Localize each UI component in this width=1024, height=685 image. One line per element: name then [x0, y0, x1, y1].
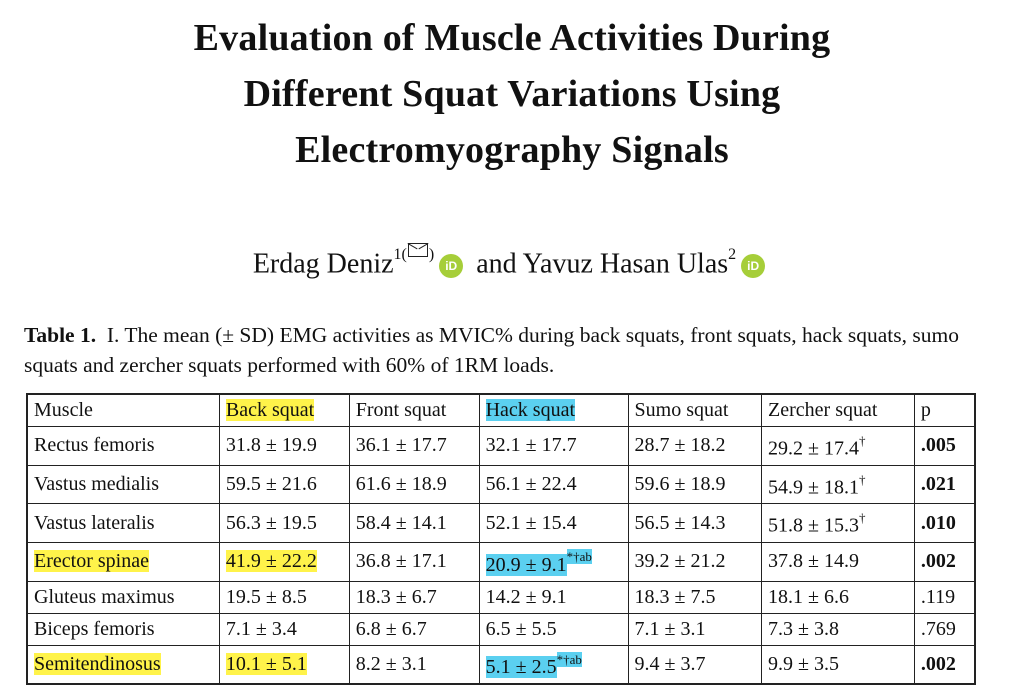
- author-connector: and: [476, 248, 517, 280]
- cell-sumo-squat: 9.4 ± 3.7: [627, 644, 763, 685]
- table-label: Table 1.: [24, 323, 97, 347]
- cell-zercher-squat: 7.3 ± 3.8: [761, 612, 915, 646]
- table-row: Vastus medialis 59.5 ± 21.6 61.6 ± 18.9 56.…: [26, 464, 976, 505]
- emg-table: Muscle Back squat Front squat Hack squat…: [26, 393, 976, 685]
- title-line-2: Different Squat Variations Using: [243, 73, 781, 115]
- cell-sumo-squat: 56.5 ± 14.3: [627, 503, 763, 543]
- table-caption: Table 1. I. The mean (± SD) EMG activiti…: [24, 320, 1004, 380]
- cell-p-value: .021: [913, 464, 976, 505]
- cell-p-value: .002: [913, 644, 976, 685]
- orcid-icon[interactable]: iD: [741, 253, 766, 278]
- cell-hack-squat: 6.5 ± 5.5: [478, 612, 629, 646]
- author-2-affiliation: 2: [728, 246, 737, 263]
- cell-p-value: .769: [913, 612, 976, 646]
- col-header-sumo-squat: Sumo squat: [627, 393, 763, 427]
- cell-hack-squat: 14.2 ± 9.1: [478, 580, 629, 614]
- table-caption-text: I. The mean (± SD) EMG activities as MVI…: [24, 323, 959, 377]
- title-line-3: Electromyography Signals: [295, 129, 729, 171]
- cell-zercher-squat: 37.8 ± 14.9: [761, 541, 915, 582]
- cell-p-value: .002: [913, 541, 976, 582]
- cell-front-squat: 36.1 ± 17.7: [348, 426, 480, 466]
- cell-front-squat: 36.8 ± 17.1: [348, 541, 480, 582]
- cell-back-squat: 7.1 ± 3.4: [218, 612, 350, 646]
- col-header-front-squat: Front squat: [348, 393, 480, 427]
- cell-front-squat: 61.6 ± 18.9: [348, 464, 480, 505]
- cell-p-value: .005: [913, 426, 976, 466]
- cell-sumo-squat: 28.7 ± 18.2: [627, 426, 763, 466]
- cell-zercher-squat: 9.9 ± 3.5: [761, 644, 915, 685]
- paper-title: Evaluation of Muscle Activities During D…: [0, 10, 1024, 178]
- table-row: Vastus lateralis 56.3 ± 19.5 58.4 ± 14.1 52…: [26, 503, 976, 543]
- author-line: Erdag Deniz1()iD and Yavuz Hasan Ulas2iD: [0, 238, 1024, 284]
- cell-hack-squat: 20.9 ± 9.1*†ab: [478, 541, 629, 582]
- author-2-name: Yavuz Hasan Ulas: [522, 248, 729, 280]
- author-1-affiliation: 1(): [394, 243, 434, 263]
- cell-back-squat: 31.8 ± 19.9: [218, 426, 350, 466]
- cell-muscle: Semitendinosus: [26, 644, 220, 685]
- table-row: Erector spinae 41.9 ± 22.2 36.8 ± 17.1 20.9…: [26, 541, 976, 582]
- cell-front-squat: 18.3 ± 6.7: [348, 580, 480, 614]
- cell-muscle: Rectus femoris: [26, 426, 220, 466]
- orcid-icon[interactable]: iD: [439, 253, 464, 278]
- table-header-row: Muscle Back squat Front squat Hack squat…: [26, 393, 976, 427]
- cell-back-squat: 10.1 ± 5.1: [218, 644, 350, 685]
- cell-zercher-squat: 18.1 ± 6.6: [761, 580, 915, 614]
- envelope-icon[interactable]: [407, 243, 428, 257]
- cell-muscle: Vastus medialis: [26, 464, 220, 505]
- cell-back-squat: 56.3 ± 19.5: [218, 503, 350, 543]
- cell-front-squat: 58.4 ± 14.1: [348, 503, 480, 543]
- cell-hack-squat: 56.1 ± 22.4: [478, 464, 629, 505]
- cell-sumo-squat: 39.2 ± 21.2: [627, 541, 763, 582]
- cell-muscle: Vastus lateralis: [26, 503, 220, 543]
- table-row: Rectus femoris 31.8 ± 19.9 36.1 ± 17.7 32.1…: [26, 426, 976, 466]
- cell-hack-squat: 52.1 ± 15.4: [478, 503, 629, 543]
- author-1-name: Erdag Deniz: [252, 248, 394, 280]
- cell-sumo-squat: 59.6 ± 18.9: [627, 464, 763, 505]
- cell-hack-squat: 32.1 ± 17.7: [478, 426, 629, 466]
- col-header-hack-squat: Hack squat: [478, 393, 629, 427]
- col-header-p: p: [913, 393, 976, 427]
- title-line-1: Evaluation of Muscle Activities During: [193, 17, 831, 59]
- cell-muscle: Gluteus maximus: [26, 580, 220, 614]
- cell-zercher-squat: 29.2 ± 17.4†: [761, 426, 915, 466]
- table-row: Semitendinosus 10.1 ± 5.1 8.2 ± 3.1 5.1 ± 2…: [26, 644, 976, 685]
- cell-muscle: Erector spinae: [26, 541, 220, 582]
- cell-zercher-squat: 54.9 ± 18.1†: [761, 464, 915, 505]
- cell-front-squat: 6.8 ± 6.7: [348, 612, 480, 646]
- col-header-back-squat: Back squat: [218, 393, 350, 427]
- cell-sumo-squat: 7.1 ± 3.1: [627, 612, 763, 646]
- table-row: Biceps femoris 7.1 ± 3.4 6.8 ± 6.7 6.5 ± 5.…: [26, 612, 976, 646]
- col-header-zercher-squat: Zercher squat: [761, 393, 915, 427]
- cell-back-squat: 19.5 ± 8.5: [218, 580, 350, 614]
- cell-hack-squat: 5.1 ± 2.5*†ab: [478, 644, 629, 685]
- cell-p-value: .010: [913, 503, 976, 543]
- cell-p-value: .119: [913, 580, 976, 614]
- cell-zercher-squat: 51.8 ± 15.3†: [761, 503, 915, 543]
- table-row: Gluteus maximus 19.5 ± 8.5 18.3 ± 6.7 14.2 …: [26, 580, 976, 614]
- cell-muscle: Biceps femoris: [26, 612, 220, 646]
- cell-front-squat: 8.2 ± 3.1: [348, 644, 480, 685]
- cell-sumo-squat: 18.3 ± 7.5: [627, 580, 763, 614]
- col-header-muscle: Muscle: [26, 393, 220, 427]
- cell-back-squat: 59.5 ± 21.6: [218, 464, 350, 505]
- cell-back-squat: 41.9 ± 22.2: [218, 541, 350, 582]
